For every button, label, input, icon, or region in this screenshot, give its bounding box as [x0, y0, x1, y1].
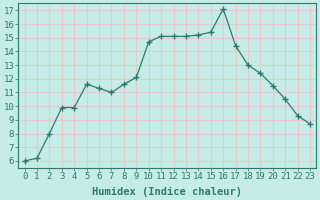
- X-axis label: Humidex (Indice chaleur): Humidex (Indice chaleur): [92, 186, 242, 197]
